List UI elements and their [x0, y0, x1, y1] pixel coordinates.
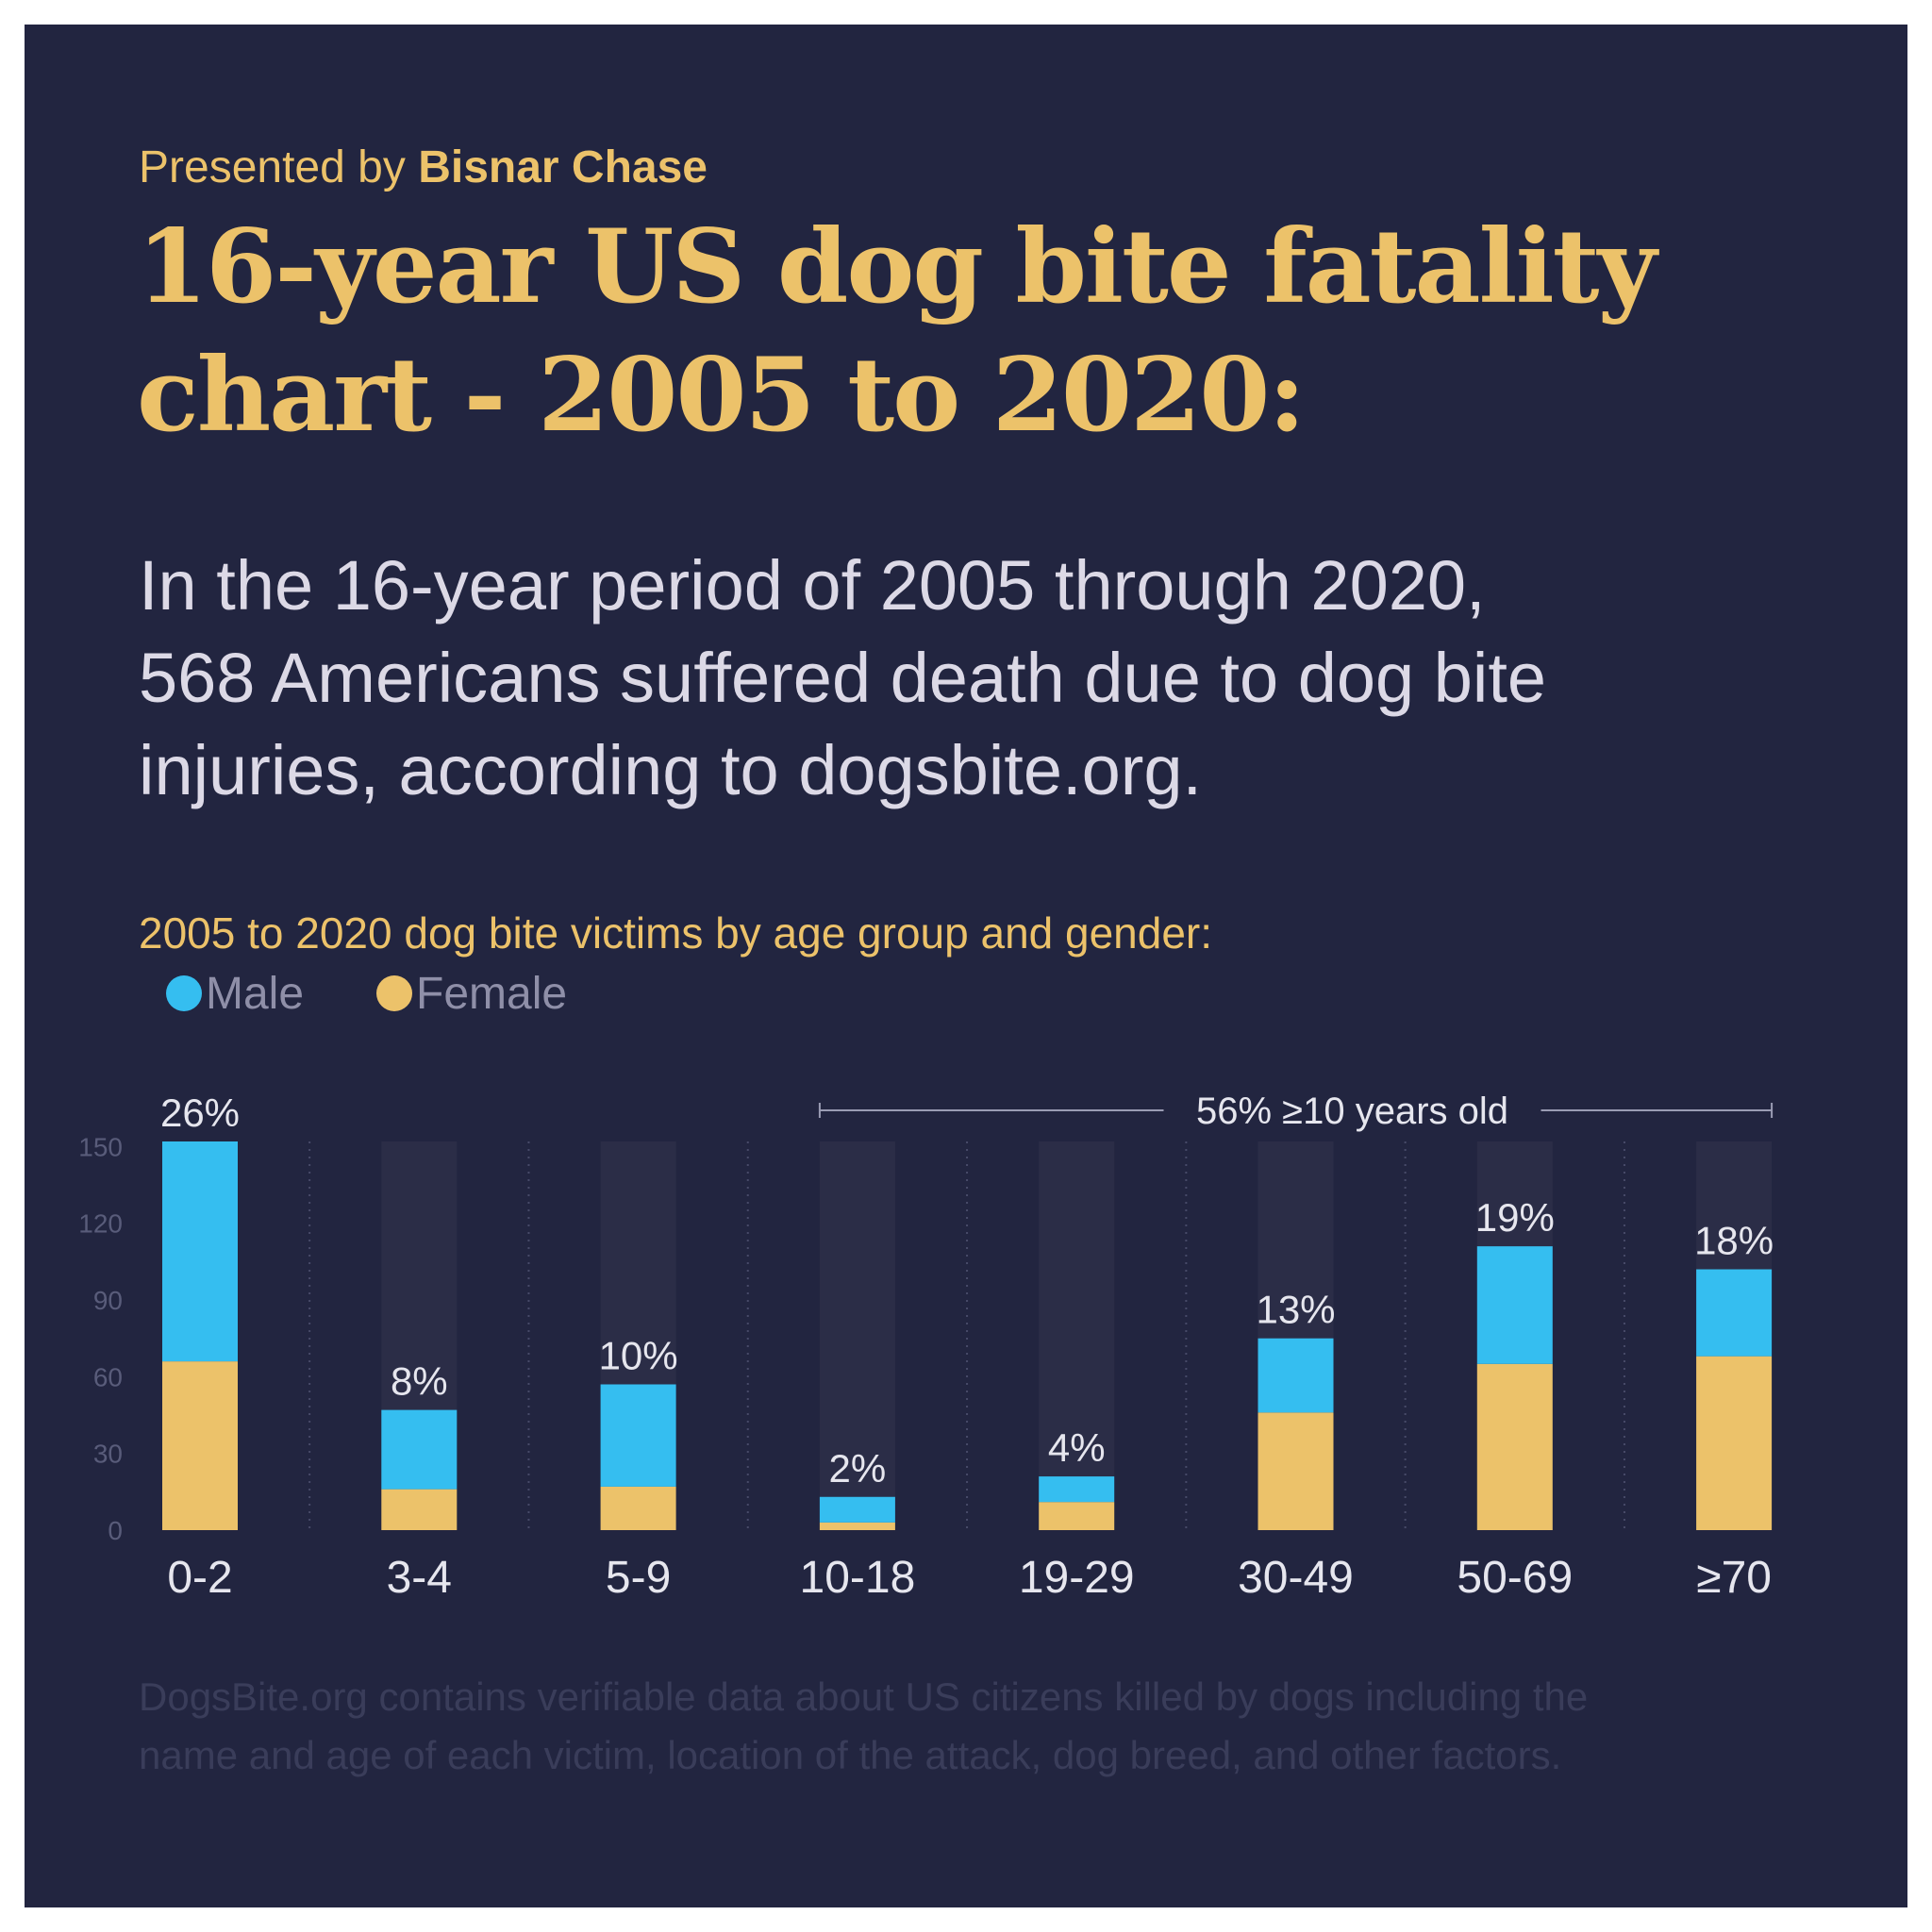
infographic-panel	[25, 25, 1907, 1907]
bracket-label: 56% ≥10 years old	[1196, 1091, 1508, 1132]
brand-name: Bisnar Chase	[418, 142, 708, 192]
chart-title: 2005 to 2020 dog bite victims by age gro…	[139, 908, 1213, 958]
category-label: 50-69	[1457, 1553, 1573, 1603]
bar-female	[1696, 1356, 1773, 1530]
bar-female	[1476, 1363, 1553, 1530]
y-tick-label: 120	[78, 1209, 123, 1239]
title-line: chart - 2005 to 2020:	[137, 336, 1306, 455]
y-tick-label: 90	[93, 1286, 123, 1315]
category-label: 19-29	[1019, 1553, 1135, 1603]
bar-female	[600, 1486, 676, 1530]
bar-male	[819, 1496, 895, 1523]
bar-male	[1039, 1476, 1115, 1503]
footnote-line: name and age of each victim, location of…	[139, 1733, 1562, 1777]
presented-by: Presented by Bisnar Chase	[139, 142, 708, 193]
category-label: 0-2	[167, 1553, 232, 1603]
category-label: 3-4	[387, 1553, 452, 1603]
intro-line: injuries, according to dogsbite.org.	[139, 731, 1203, 809]
legend-female-label: Female	[416, 968, 568, 1019]
category-label: 5-9	[606, 1553, 671, 1603]
percent-label: 26%	[160, 1091, 240, 1135]
percent-label: 10%	[599, 1334, 678, 1378]
bar-male	[1257, 1338, 1334, 1413]
bar-track	[1039, 1141, 1115, 1530]
bar-female	[1039, 1502, 1115, 1530]
legend-male-label: Male	[206, 968, 305, 1019]
category-label: 30-49	[1238, 1553, 1354, 1603]
y-tick-label: 60	[93, 1362, 123, 1391]
percent-label: 19%	[1475, 1195, 1555, 1240]
bar-male	[1696, 1269, 1773, 1357]
category-label: 10-18	[800, 1553, 916, 1603]
presented-prefix: Presented by	[139, 142, 406, 192]
bar-female	[1257, 1412, 1334, 1530]
percent-label: 18%	[1694, 1219, 1774, 1263]
intro-line: 568 Americans suffered death due to dog …	[139, 639, 1547, 717]
bar-female	[819, 1522, 895, 1530]
bar-female	[162, 1361, 238, 1530]
y-tick-label: 30	[93, 1440, 123, 1469]
percent-label: 13%	[1256, 1288, 1335, 1332]
male-dot-icon	[166, 975, 202, 1011]
y-tick-label: 0	[108, 1516, 123, 1545]
y-tick-label: 150	[78, 1132, 123, 1161]
page-title: 16-year US dog bite fatality chart - 200…	[137, 203, 1891, 459]
legend-female: Female	[376, 968, 568, 1019]
footnote: DogsBite.org contains verifiable data ab…	[139, 1668, 1588, 1785]
bar-male	[600, 1384, 676, 1487]
title-line: 16-year US dog bite fatality	[137, 208, 1657, 326]
female-dot-icon	[376, 975, 412, 1011]
intro-line: In the 16-year period of 2005 through 20…	[139, 546, 1486, 625]
bar-female	[381, 1489, 458, 1530]
percent-label: 2%	[829, 1446, 887, 1491]
percent-label: 4%	[1048, 1425, 1106, 1470]
bar-male	[381, 1409, 458, 1490]
intro-text: In the 16-year period of 2005 through 20…	[139, 540, 1546, 817]
legend-male: Male	[166, 968, 305, 1019]
bar-track	[819, 1141, 895, 1530]
bar-male	[1476, 1246, 1553, 1364]
category-label: ≥70	[1696, 1553, 1772, 1603]
footnote-line: DogsBite.org contains verifiable data ab…	[139, 1674, 1589, 1719]
percent-label: 8%	[391, 1359, 448, 1404]
bar-male	[162, 1141, 238, 1362]
